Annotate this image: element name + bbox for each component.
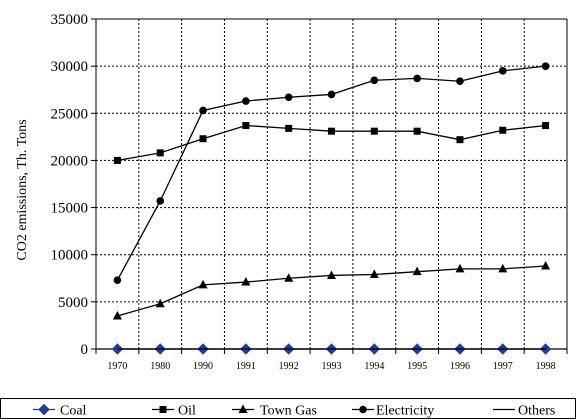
plot-area [96,19,567,349]
x-tick-label: 1970 [107,361,127,372]
legend-marker-electricity [359,405,367,414]
data-point-oil [370,127,378,135]
x-tick-label: 1980 [150,361,170,372]
data-point-electricity [242,97,250,105]
data-point-town-gas [112,311,122,320]
y-tick-label: 10000 [51,248,89,264]
data-point-town-gas [155,298,165,308]
y-axis-title: CO2 emissions, Th. Tons [15,119,30,260]
data-point-oil [113,156,121,164]
legend-marker-coal [38,403,50,416]
x-tick-label: 1994 [364,361,384,372]
data-point-town-gas [241,277,251,286]
data-point-town-gas [198,279,208,289]
data-point-town-gas [455,263,465,273]
data-point-oil [242,122,250,130]
y-tick-label: 30000 [51,59,89,75]
data-point-electricity [456,77,464,86]
data-point-oil [499,126,507,134]
x-tick-label: 1992 [279,361,299,372]
x-tick-label: 1991 [236,361,256,372]
legend-label-town-gas: Town Gas [260,404,317,419]
data-point-electricity [113,276,122,284]
y-tick-label: 15000 [51,201,89,217]
data-point-oil [456,136,464,144]
x-tick-label: 1996 [450,361,470,372]
data-point-electricity [413,74,421,83]
x-tick-label: 1997 [493,361,513,372]
y-tick-label: 0 [81,342,89,358]
data-point-town-gas [498,263,508,273]
data-point-electricity [327,90,336,99]
data-point-oil [199,135,207,143]
data-point-town-gas [369,269,379,279]
x-tick-label: 1995 [407,361,427,372]
data-point-oil [156,149,164,157]
y-tick-label: 5000 [58,295,88,311]
legend-label-electricity: Electricity [376,404,434,419]
x-tick-label: 1993 [322,361,342,372]
data-point-town-gas [412,266,422,276]
y-tick-label: 35000 [51,12,89,28]
data-point-oil [328,127,335,135]
data-point-electricity [156,197,165,205]
legend-label-coal: Coal [60,404,87,419]
data-point-electricity [199,106,207,115]
data-point-oil [413,127,421,135]
data-point-electricity [284,93,293,102]
data-point-electricity [498,67,507,75]
data-point-oil [285,124,293,132]
legend-marker-oil [159,406,167,413]
data-point-town-gas [284,273,294,282]
data-point-town-gas [541,261,551,270]
y-tick-label: 20000 [51,153,89,169]
legend-label-oil: Oil [178,404,196,419]
data-point-electricity [541,62,550,70]
data-point-town-gas [327,270,336,279]
x-tick-label: 1998 [536,361,556,372]
data-point-electricity [370,76,379,85]
legend-marker-town-gas [238,404,248,413]
data-point-oil [542,122,550,130]
x-tick-label: 1990 [193,361,213,372]
y-tick-label: 25000 [51,106,89,122]
legend-label-others: Others [518,404,555,419]
